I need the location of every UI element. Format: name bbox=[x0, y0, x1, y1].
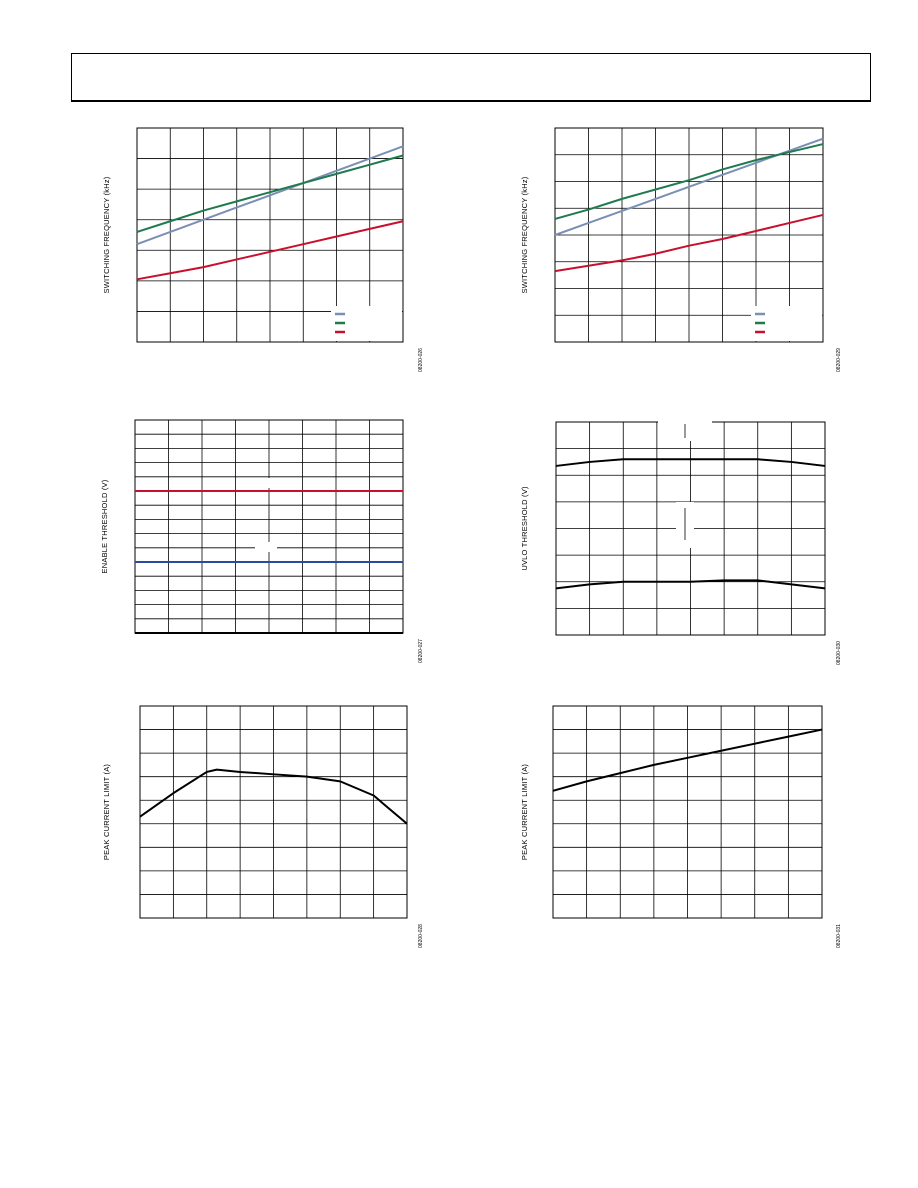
series-line-1 bbox=[136, 145, 404, 246]
y-axis-label: UVLO THRESHOLD (V) bbox=[520, 486, 529, 571]
series-line-1 bbox=[139, 768, 408, 825]
y-axis-label: ENABLE THRESHOLD (V) bbox=[100, 479, 109, 573]
y-axis-label: PEAK CURRENT LIMIT (A) bbox=[520, 764, 529, 861]
series-line-2 bbox=[554, 143, 824, 220]
series-line-1 bbox=[552, 728, 823, 792]
y-axis-label: SWITCHING FREQUENCY (kHz) bbox=[102, 176, 111, 293]
chart-peak-current-limit-left: PEAK CURRENT LIMIT (A) 08200-028 bbox=[102, 705, 424, 948]
annotation-gap bbox=[255, 478, 277, 488]
series-line-3 bbox=[554, 213, 824, 273]
figure-number: 08200-026 bbox=[418, 348, 424, 372]
figure-number: 08200-028 bbox=[418, 924, 424, 948]
series-line-1 bbox=[555, 458, 826, 467]
y-axis-label: PEAK CURRENT LIMIT (A) bbox=[102, 764, 111, 861]
series-line-2 bbox=[555, 579, 826, 590]
chart-switching-frequency-left: SWITCHING FREQUENCY (kHz) 08200-026 bbox=[102, 127, 424, 372]
y-axis-label: SWITCHING FREQUENCY (kHz) bbox=[520, 176, 529, 293]
chart-uvlo-threshold: UVLO THRESHOLD (V) 08200-030 bbox=[520, 421, 842, 665]
figure-number: 08200-030 bbox=[836, 641, 842, 665]
figure-number: 08200-027 bbox=[418, 639, 424, 663]
chart-peak-current-limit-right: PEAK CURRENT LIMIT (A) 08200-031 bbox=[520, 705, 842, 948]
series-line-2 bbox=[136, 154, 404, 233]
annotation-gap bbox=[255, 542, 277, 552]
series-line-3 bbox=[136, 220, 404, 281]
chart-enable-threshold: ENABLE THRESHOLD (V) 08200-027 bbox=[100, 419, 424, 663]
page-header-box bbox=[71, 53, 871, 102]
figure-number: 08200-031 bbox=[836, 924, 842, 948]
chart-switching-frequency-right: SWITCHING FREQUENCY (kHz) 08200-029 bbox=[520, 127, 842, 372]
figure-number: 08200-029 bbox=[836, 348, 842, 372]
